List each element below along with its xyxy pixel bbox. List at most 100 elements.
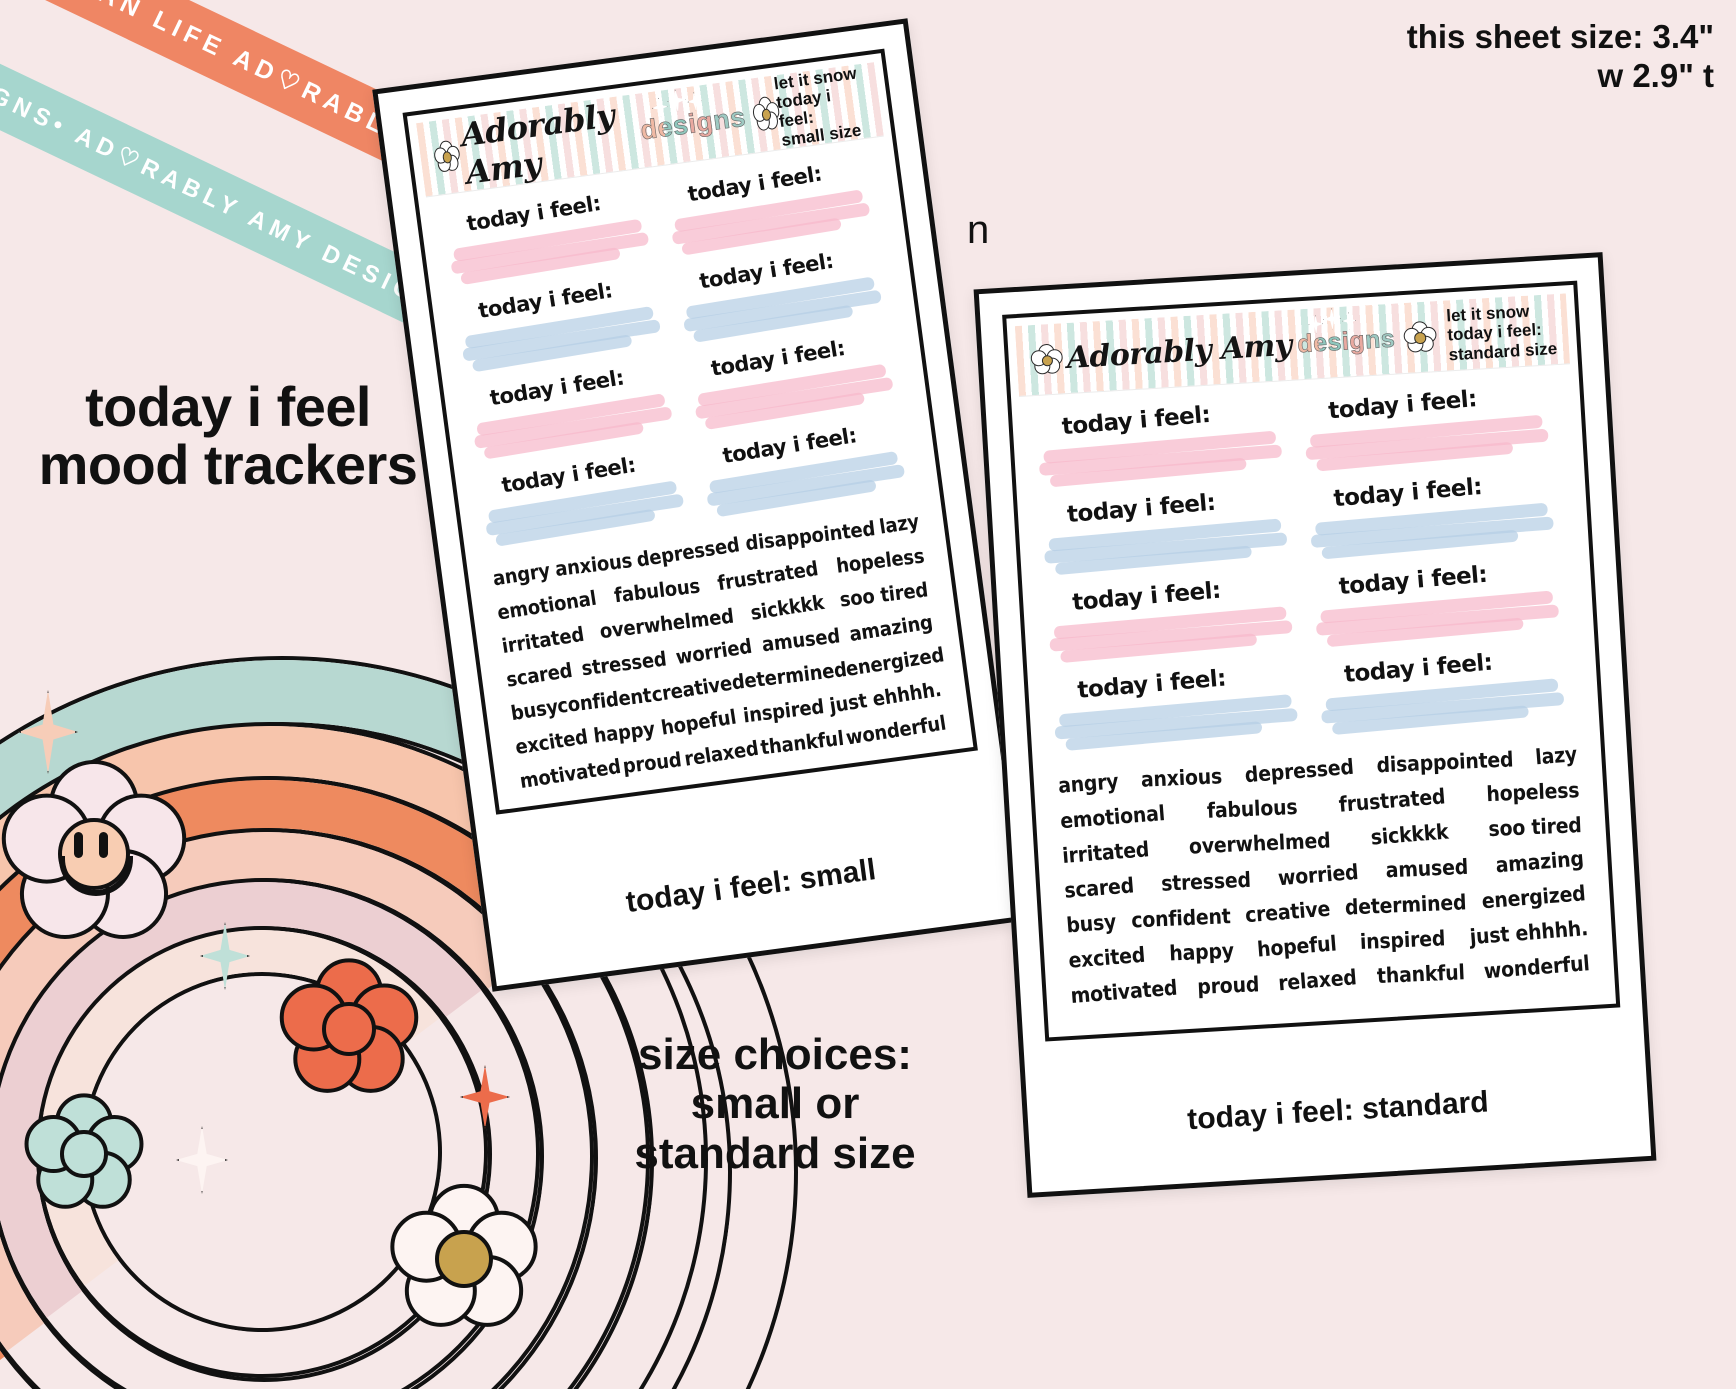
mood-word[interactable]: irritated — [1061, 837, 1150, 869]
mood-word[interactable]: confident — [1130, 904, 1231, 933]
mood-word[interactable]: depressed — [635, 532, 742, 572]
mood-word[interactable]: confident — [556, 682, 653, 718]
sticker-grid: today i feel: today i feel: today i feel… — [443, 150, 915, 552]
today-i-feel-sticker[interactable]: today i feel: — [467, 360, 682, 465]
mood-word[interactable]: energized — [1480, 881, 1587, 914]
mood-word[interactable]: irritated — [500, 621, 586, 659]
mood-word[interactable]: busy — [509, 694, 560, 726]
mood-word[interactable]: amazing — [1494, 846, 1585, 878]
mood-word[interactable]: excited — [513, 724, 590, 760]
mood-word[interactable]: inspired — [741, 694, 825, 728]
daisy-icon — [433, 139, 461, 174]
mood-word[interactable]: overwhelmed — [598, 603, 736, 644]
mood-word[interactable]: determined — [730, 657, 848, 695]
mood-word-list: angry anxious depressed disappointed laz… — [1057, 742, 1591, 1008]
brand-script-text: Adorably Amy — [1065, 327, 1293, 376]
mood-word[interactable]: frustrated — [1337, 784, 1446, 817]
mood-word[interactable]: worried — [674, 633, 754, 670]
today-i-feel-sticker[interactable]: today i feel: — [1318, 647, 1575, 742]
mood-word[interactable]: sickkkk — [1369, 819, 1450, 850]
mood-word[interactable]: amazing — [847, 609, 935, 647]
mood-word[interactable]: hopeful — [659, 704, 739, 740]
sheet-body: today i feel: today i feel: today i feel… — [426, 136, 963, 793]
mood-word[interactable]: scared — [1063, 873, 1135, 903]
sticker-grid: today i feel: today i feel: today i feel… — [1036, 377, 1576, 757]
mood-word[interactable]: excited — [1067, 942, 1146, 973]
mood-word[interactable]: overwhelmed — [1188, 828, 1332, 859]
mood-word[interactable]: disappointed — [1375, 747, 1514, 778]
mood-word[interactable]: proud — [1196, 972, 1260, 999]
today-i-feel-sticker[interactable]: today i feel: — [1047, 575, 1304, 670]
retro-rainbow-decoration — [0, 593, 861, 1389]
mood-word[interactable]: soo tired — [838, 577, 930, 612]
today-i-feel-sticker[interactable]: today i feel: — [700, 418, 915, 523]
mood-word[interactable]: lazy — [877, 508, 921, 539]
mood-word[interactable]: angry — [491, 558, 552, 591]
mood-word[interactable]: stressed — [580, 646, 668, 681]
mood-word[interactable]: happy — [1168, 938, 1234, 966]
today-i-feel-sticker[interactable]: today i feel: — [677, 244, 892, 349]
mood-word[interactable]: lazy — [1534, 742, 1579, 770]
mood-word[interactable]: anxious — [1140, 764, 1223, 792]
mood-word[interactable]: scared — [504, 657, 574, 692]
mood-word[interactable]: angry — [1057, 769, 1120, 798]
mood-word[interactable]: fabulous — [612, 573, 701, 608]
mood-word[interactable]: determined — [1344, 890, 1468, 920]
mood-word[interactable]: disappointed — [743, 516, 876, 556]
sticker-sheet-standard: Adorably Amy designs let it snow today i… — [1014, 293, 1608, 1021]
mood-word[interactable]: depressed — [1243, 754, 1355, 788]
mood-word[interactable]: soo tired — [1487, 813, 1582, 842]
mood-word[interactable]: creative — [1244, 896, 1332, 928]
mood-word[interactable]: inspired — [1359, 926, 1447, 955]
mood-word[interactable]: happy — [592, 716, 657, 748]
today-i-feel-sticker[interactable]: today i feel: — [1041, 487, 1298, 582]
sticker-label: today i feel: — [1343, 649, 1494, 688]
mood-word[interactable]: creative — [649, 670, 734, 707]
mood-word[interactable]: just ehhhh. — [828, 676, 944, 718]
sheet-size-label: this sheet size: 3.4" w 2.9" t — [1406, 18, 1714, 94]
mood-word[interactable]: worried — [1277, 859, 1360, 891]
today-i-feel-sticker[interactable]: today i feel: — [479, 448, 694, 553]
sticker-label: today i feel: — [1061, 401, 1212, 441]
mood-word[interactable]: frustrated — [715, 556, 820, 596]
white-daisy-icon — [390, 1183, 538, 1328]
sheet-body: today i feel: today i feel: today i feel… — [1019, 364, 1607, 1021]
mood-word[interactable]: motivated — [1069, 975, 1179, 1008]
mood-word[interactable]: hopeful — [1256, 931, 1338, 962]
mood-word[interactable]: wonderful — [1483, 951, 1591, 984]
standard-sheet-mockup[interactable]: Adorably Amy designs let it snow today i… — [973, 252, 1657, 1198]
mood-word[interactable]: amused — [1385, 854, 1469, 883]
mood-word[interactable]: busy — [1065, 909, 1118, 938]
page-title: today i feel mood trackers — [38, 375, 418, 497]
mood-word[interactable]: stressed — [1160, 867, 1252, 896]
today-i-feel-sticker[interactable]: today i feel: — [1303, 383, 1560, 478]
mood-word[interactable]: emotional — [1059, 801, 1166, 834]
mood-word[interactable]: fabulous — [1205, 794, 1298, 823]
today-i-feel-sticker[interactable]: today i feel: — [688, 331, 903, 436]
daisy-icon — [1030, 343, 1063, 375]
smiley-daisy-icon — [0, 759, 187, 940]
sticker-label: today i feel: — [1338, 561, 1489, 601]
mood-word[interactable]: hopeless — [834, 543, 926, 578]
mood-word[interactable]: sickkkk — [748, 589, 826, 625]
daisy-icon — [1402, 320, 1438, 354]
today-i-feel-sticker[interactable]: today i feel: — [1308, 471, 1565, 566]
small-sheet-caption: today i feel: small — [623, 853, 878, 920]
mood-word[interactable]: energized — [844, 642, 947, 681]
mood-word[interactable]: anxious — [553, 548, 634, 582]
mood-word[interactable]: relaxed — [1277, 965, 1358, 996]
mood-word[interactable]: just ehhhh. — [1468, 916, 1589, 950]
mood-word[interactable]: emotional — [495, 585, 598, 625]
today-i-feel-sticker[interactable]: today i feel: — [665, 156, 880, 261]
mood-word[interactable]: amused — [760, 623, 841, 657]
mood-word[interactable]: hopeless — [1485, 778, 1580, 807]
today-i-feel-sticker[interactable]: today i feel: — [1036, 399, 1293, 494]
sticker-label: today i feel: — [1066, 489, 1217, 529]
mood-word[interactable]: thankful — [1375, 960, 1465, 989]
brand-logo: Adorably Amy designs — [1016, 318, 1449, 379]
today-i-feel-sticker[interactable]: today i feel: — [444, 186, 659, 291]
today-i-feel-sticker[interactable]: today i feel: — [1052, 663, 1309, 758]
today-i-feel-sticker[interactable]: today i feel: — [1313, 559, 1570, 654]
today-i-feel-sticker[interactable]: today i feel: — [456, 273, 671, 378]
sheet-title: let it snow today i feel: small size — [772, 63, 863, 150]
